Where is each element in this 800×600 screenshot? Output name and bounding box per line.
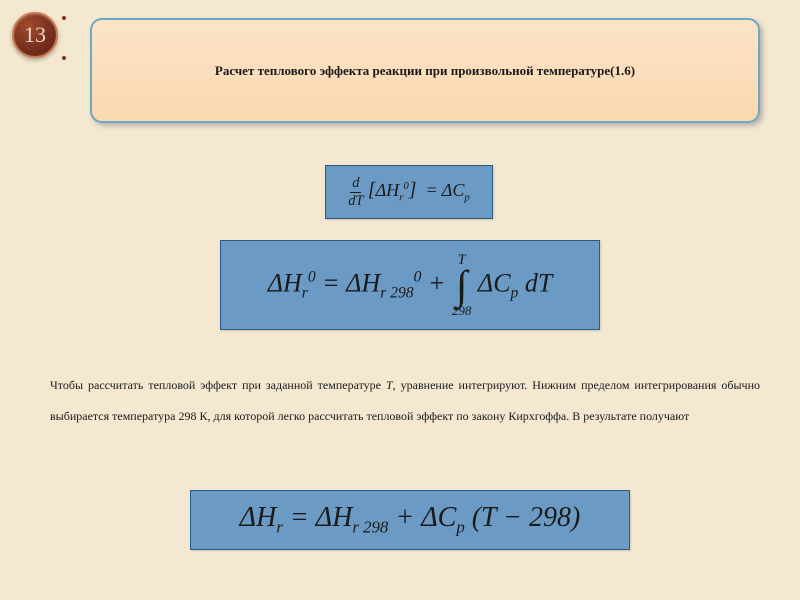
title-box: Расчет теплового эффекта реакции при про… — [90, 18, 760, 123]
formula-content: ΔHr0 = ΔHr 2980 + T∫298 ΔCp dT — [268, 253, 553, 318]
formula-content: ddT [ΔHr0] = ΔCp — [348, 176, 470, 208]
page-number: 13 — [24, 22, 46, 48]
formula-kirchhoff-differential: ddT [ΔHr0] = ΔCp — [325, 165, 493, 219]
formula-result: ΔHr = ΔHr 298 + ΔCp (T − 298) — [190, 490, 630, 550]
page-title: Расчет теплового эффекта реакции при про… — [215, 63, 635, 79]
page-number-badge: 13 — [12, 12, 58, 58]
decor-dot — [62, 56, 66, 60]
body-paragraph: Чтобы рассчитать тепловой эффект при зад… — [50, 370, 760, 432]
formula-content: ΔHr = ΔHr 298 + ΔCp (T − 298) — [240, 502, 581, 538]
formula-integral: ΔHr0 = ΔHr 2980 + T∫298 ΔCp dT — [220, 240, 600, 330]
decor-dot — [62, 16, 66, 20]
